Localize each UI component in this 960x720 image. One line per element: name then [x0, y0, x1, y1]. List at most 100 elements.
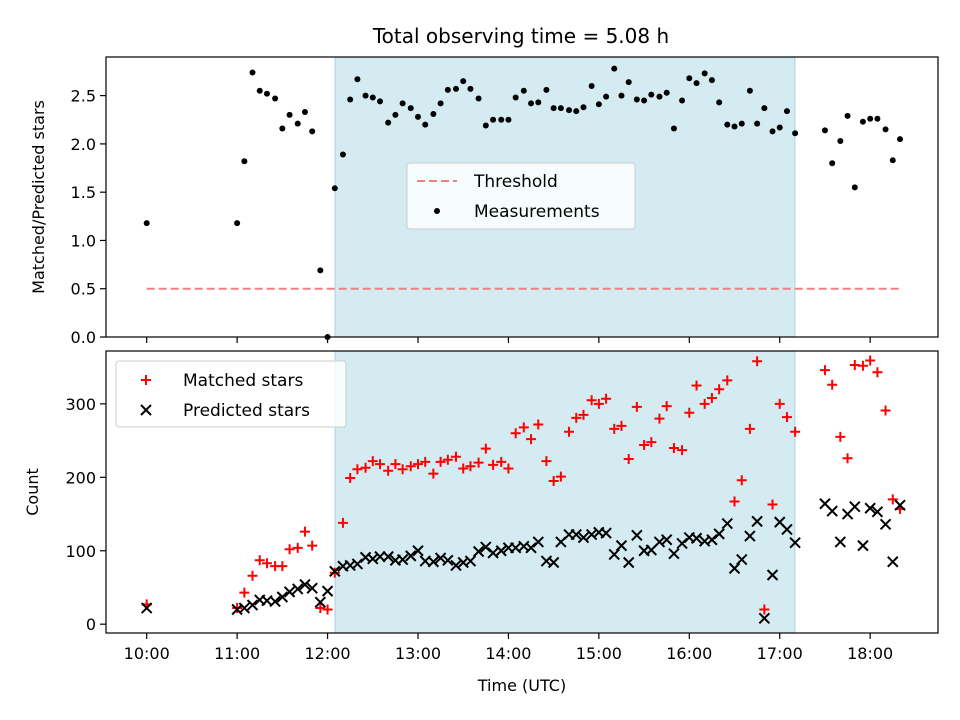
matched-star-point	[639, 440, 650, 450]
matched-star-point	[315, 603, 326, 614]
measurement-point	[301, 109, 308, 116]
matched-star-point	[668, 442, 679, 453]
matched-star-point	[593, 398, 604, 409]
predicted-star-point	[690, 532, 703, 544]
y-tick-label: 2.0	[71, 135, 96, 154]
measurement-point	[528, 100, 535, 107]
measurement-point	[566, 107, 573, 114]
measurement-point	[670, 125, 677, 132]
predicted-star-point	[668, 547, 680, 560]
matched-star-point	[473, 457, 484, 468]
measurement-point	[708, 77, 715, 84]
measurement-point	[256, 87, 263, 94]
measurement-point	[498, 116, 505, 123]
measurement-point	[844, 112, 851, 119]
measurement-point	[339, 151, 346, 158]
measurement-point	[573, 108, 580, 115]
measurement-point	[769, 128, 776, 135]
matched-star-point	[458, 463, 469, 474]
predicted-star-point	[547, 556, 560, 569]
matched-star-point	[383, 465, 394, 476]
matched-star-point	[887, 494, 898, 505]
measurement-point	[716, 99, 723, 106]
matched-star-point	[767, 499, 778, 510]
predicted-star-point	[766, 569, 779, 581]
measurement-point	[603, 93, 610, 100]
matched-star-point	[254, 555, 265, 566]
measurement-point	[679, 97, 686, 104]
measurement-point	[460, 78, 467, 85]
observing-window-shade	[335, 351, 795, 633]
predicted-star-point	[758, 612, 771, 625]
measurement-point	[783, 108, 790, 115]
predicted-star-point	[849, 500, 861, 513]
predicted-star-point	[412, 545, 424, 557]
predicted-star-point	[329, 565, 341, 578]
matched-star-point	[714, 384, 725, 395]
measurement-point	[851, 184, 858, 191]
matched-star-point	[284, 544, 295, 555]
matched-star-point	[623, 453, 634, 464]
x-tick-label: 13:00	[395, 644, 441, 663]
measurement-point	[897, 136, 904, 143]
predicted-star-point	[283, 586, 296, 598]
measurement-point	[595, 101, 602, 108]
matched-star-point	[413, 459, 423, 470]
predicted-star-point	[382, 550, 394, 563]
matched-star-point	[872, 367, 883, 378]
measurement-point	[731, 123, 738, 130]
matched-star-point	[488, 459, 499, 470]
measurement-point	[557, 105, 564, 112]
measurement-point	[354, 76, 361, 83]
legend-matched-swatch	[141, 375, 151, 385]
matched-star-point	[631, 401, 642, 412]
matched-star-point	[247, 570, 258, 581]
measurement-point	[399, 100, 406, 107]
matched-star-point	[706, 393, 717, 403]
measurement-point	[618, 92, 625, 99]
predicted-star-point	[857, 539, 869, 552]
measurement-point	[588, 82, 595, 89]
predicted-star-point	[434, 552, 447, 564]
predicted-star-point	[577, 531, 590, 544]
measurement-point	[512, 94, 519, 101]
x-tick-label: 16:00	[666, 644, 712, 663]
matched-star-point	[601, 393, 612, 404]
matched-star-point	[684, 407, 695, 418]
measurement-point	[656, 93, 663, 100]
measurement-point	[648, 91, 655, 98]
predicted-star-point	[306, 582, 318, 594]
matched-star-point	[496, 456, 507, 467]
measurement-point	[859, 118, 866, 125]
matched-star-point	[390, 459, 401, 470]
measurement-point	[279, 125, 286, 132]
x-tick-label: 17:00	[757, 644, 803, 663]
measurement-point	[792, 130, 799, 137]
matched-star-point	[533, 419, 544, 430]
matched-star-point	[571, 412, 582, 423]
matched-star-point	[541, 456, 552, 467]
predicted-star-point	[660, 534, 673, 546]
matched-star-point	[465, 461, 476, 472]
measurement-point	[286, 111, 293, 118]
predicted-star-point	[623, 556, 635, 569]
measurement-point	[633, 96, 640, 103]
matched-star-point	[292, 542, 303, 553]
matched-star-point	[774, 398, 785, 409]
measurement-point	[867, 115, 874, 122]
measurement-point	[377, 98, 384, 105]
matched-star-point	[261, 558, 272, 569]
measurement-point	[882, 126, 889, 133]
matched-star-point	[397, 464, 408, 475]
predicted-star-point	[744, 530, 756, 542]
measurement-point	[437, 100, 444, 107]
measurement-point	[874, 115, 881, 122]
predicted-star-point	[321, 585, 334, 597]
measurement-point	[543, 86, 550, 93]
x-tick-label: 10:00	[124, 644, 170, 663]
axes-frame	[105, 350, 939, 634]
matched-star-point	[375, 459, 386, 470]
measurement-point	[143, 220, 150, 227]
legend-threshold-label: Threshold	[473, 172, 558, 192]
